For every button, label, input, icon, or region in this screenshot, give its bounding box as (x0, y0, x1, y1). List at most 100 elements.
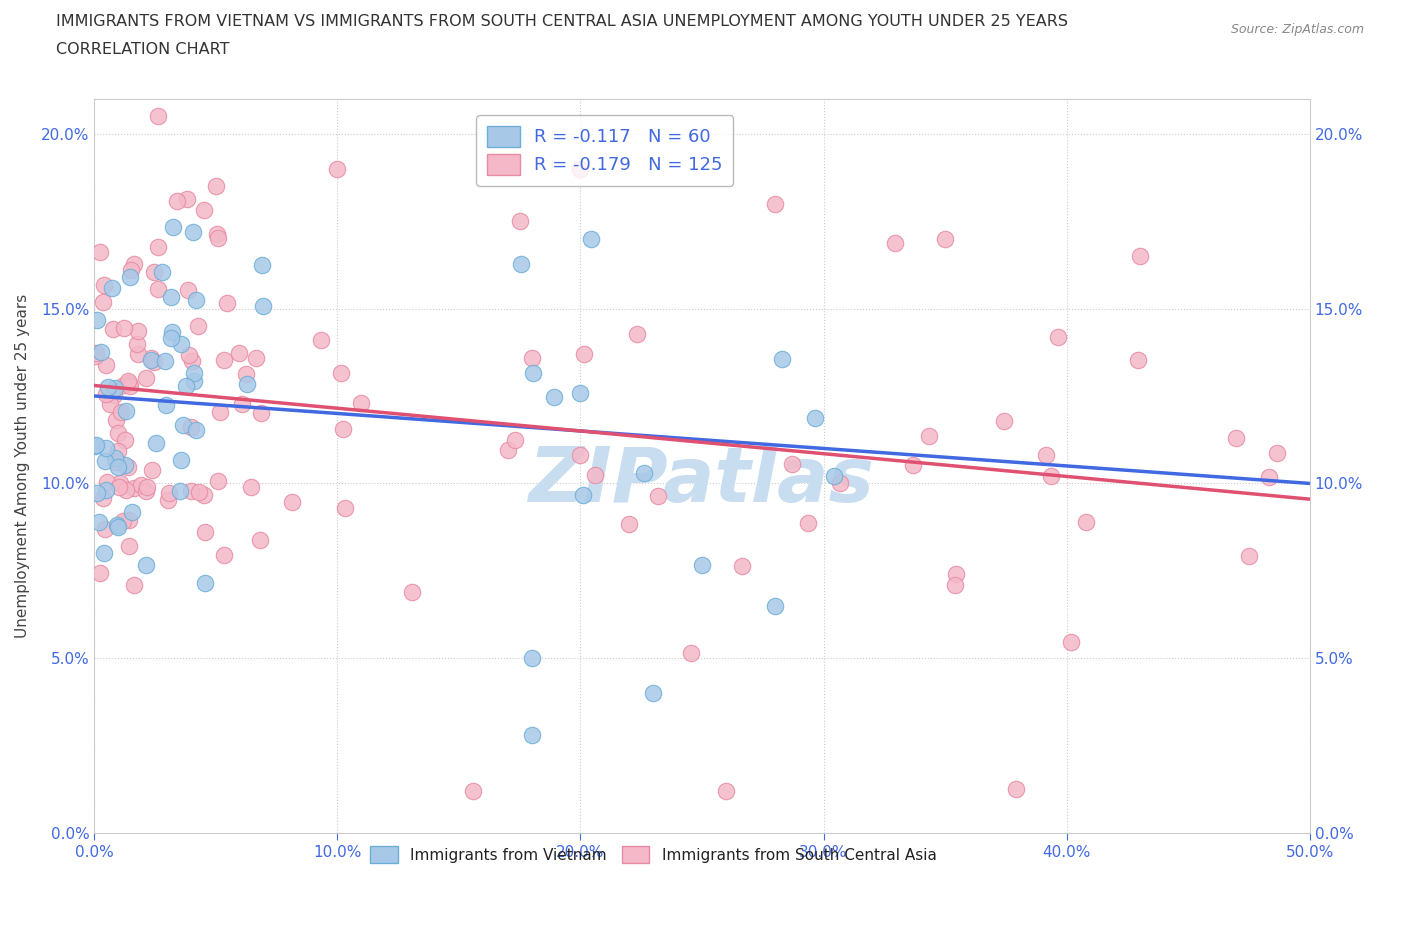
Point (145, 436, 167, 451)
Point (184, 423, 207, 438)
Point (231, 396, 253, 411)
Point (174, 379, 197, 393)
Point (108, 479, 131, 494)
Point (118, 270, 141, 285)
Point (193, 487, 215, 502)
Point (104, 380, 127, 395)
Point (86, 312, 108, 327)
Point (401, 584, 423, 599)
Point (115, 404, 138, 418)
Point (1035, 447, 1057, 462)
Point (543, 390, 565, 405)
Point (205, 179, 228, 193)
Point (107, 425, 129, 440)
Point (520, 728, 543, 743)
Point (104, 450, 127, 465)
Point (166, 194, 188, 209)
Point (112, 513, 135, 528)
Point (177, 283, 200, 298)
Point (135, 479, 157, 494)
Point (461, 784, 484, 799)
Point (179, 348, 201, 363)
Point (572, 487, 595, 502)
Point (107, 519, 129, 534)
Text: CORRELATION CHART: CORRELATION CHART (56, 42, 229, 57)
Point (107, 444, 129, 458)
Point (583, 468, 606, 483)
Point (207, 474, 229, 489)
Point (107, 459, 129, 474)
Point (350, 395, 373, 410)
Point (101, 281, 124, 296)
Point (579, 232, 602, 246)
Point (828, 476, 851, 491)
Text: Source: ZipAtlas.com: Source: ZipAtlas.com (1230, 23, 1364, 36)
Point (522, 365, 544, 380)
Point (520, 651, 543, 666)
Point (142, 264, 165, 279)
Point (249, 533, 271, 548)
Point (188, 485, 211, 499)
Point (141, 463, 163, 478)
Point (122, 481, 145, 496)
Point (120, 262, 142, 277)
Point (94, 454, 117, 469)
Point (901, 458, 924, 472)
Point (104, 413, 127, 428)
Point (170, 336, 193, 351)
Point (236, 377, 259, 392)
Point (86, 485, 108, 500)
Point (170, 453, 193, 468)
Legend: Immigrants from Vietnam, Immigrants from South Central Asia: Immigrants from Vietnam, Immigrants from… (364, 840, 942, 870)
Point (918, 429, 941, 444)
Point (332, 421, 354, 436)
Point (194, 525, 217, 539)
Point (212, 547, 235, 562)
Point (180, 484, 202, 498)
Text: ZIPatlas: ZIPatlas (529, 444, 875, 518)
Point (139, 351, 162, 365)
Point (569, 385, 592, 400)
Point (1225, 431, 1247, 445)
Point (114, 458, 136, 472)
Y-axis label: Unemployment Among Youth under 25 years: Unemployment Among Youth under 25 years (15, 294, 30, 638)
Point (98, 397, 121, 412)
Point (1039, 469, 1062, 484)
Point (617, 516, 640, 531)
Point (135, 370, 157, 385)
Point (124, 256, 146, 271)
Point (84, 437, 107, 452)
Point (135, 558, 157, 573)
Point (93, 545, 115, 560)
Point (94, 441, 117, 456)
Point (117, 459, 139, 474)
Point (89, 245, 111, 259)
Point (162, 325, 184, 339)
Point (1258, 470, 1281, 485)
Point (217, 296, 239, 311)
Point (510, 257, 533, 272)
Point (193, 203, 215, 218)
Point (108, 475, 131, 490)
Point (129, 477, 152, 492)
Point (569, 448, 592, 463)
Point (780, 457, 803, 472)
Point (105, 518, 128, 533)
Point (522, 351, 544, 365)
Point (1074, 514, 1097, 529)
Point (763, 599, 786, 614)
Point (503, 432, 526, 447)
Point (240, 480, 263, 495)
Point (180, 353, 202, 368)
Point (1126, 352, 1149, 367)
Point (118, 376, 141, 391)
Point (823, 469, 845, 484)
Point (945, 566, 967, 581)
Point (207, 227, 229, 242)
Point (643, 685, 665, 700)
Point (1046, 329, 1069, 344)
Point (142, 354, 165, 369)
Point (89, 514, 111, 529)
Point (155, 397, 177, 412)
Point (117, 374, 139, 389)
